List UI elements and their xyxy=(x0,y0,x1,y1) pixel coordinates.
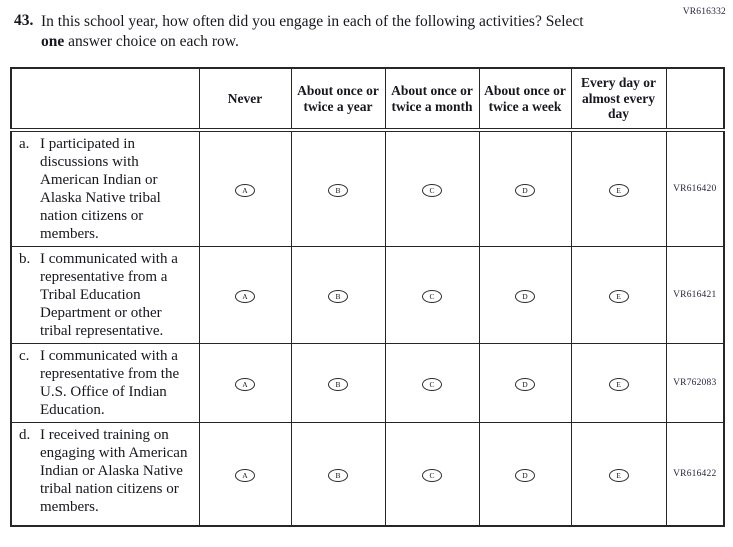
question-block: 43. In this school year, how often did y… xyxy=(14,12,704,53)
option-cell-month: C xyxy=(384,246,480,344)
header-empty-stem xyxy=(10,67,200,132)
bubble-letter: B xyxy=(335,470,341,480)
answer-bubble-b[interactable]: B xyxy=(328,184,348,198)
answer-bubble-d[interactable]: D xyxy=(515,184,535,198)
option-cell-week: D xyxy=(478,246,572,344)
answer-bubble-c[interactable]: C xyxy=(422,469,442,482)
vr-code-cell: VR762083 xyxy=(665,343,725,423)
vr-code-cell: VR616422 xyxy=(665,422,725,526)
stem-cell: d. I received training on engaging with … xyxy=(10,422,200,526)
header-empty-code xyxy=(665,67,725,132)
row-letter: b. xyxy=(19,251,31,267)
option-cell-week: D xyxy=(478,343,572,423)
activity-row-a: a. I participated in discussions with Am… xyxy=(10,129,725,247)
option-cell-never: A xyxy=(198,343,292,423)
activity-row-d: d. I received training on engaging with … xyxy=(10,422,725,526)
bubble-letter: D xyxy=(522,292,528,301)
bubble-letter: C xyxy=(429,186,435,195)
option-cell-daily: E xyxy=(570,343,667,423)
option-cell-daily: E xyxy=(570,246,667,344)
vr-code-cell: VR616421 xyxy=(665,246,725,344)
question-line2: one answer choice on each row. xyxy=(41,32,584,52)
answer-bubble-a[interactable]: A xyxy=(235,184,255,198)
bubble-letter: E xyxy=(616,292,621,301)
header-once-twice-month: About once or twice a month xyxy=(384,67,480,132)
bubble-letter: A xyxy=(242,292,248,301)
answer-bubble-c[interactable]: C xyxy=(422,290,442,304)
bubble-letter: A xyxy=(242,186,248,195)
question-line1: In this school year, how often did you e… xyxy=(41,13,584,30)
header-never: Never xyxy=(198,67,292,132)
frequency-matrix-table: Never About once or twice a year About o… xyxy=(10,67,725,527)
answer-bubble-b[interactable]: B xyxy=(328,378,348,392)
stem-cell: b. I communicated with a representative … xyxy=(10,246,200,344)
option-cell-year: B xyxy=(290,129,386,247)
option-cell-month: C xyxy=(384,129,480,247)
row-text: I participated in discussions with Ameri… xyxy=(40,136,161,242)
activity-row-b: b. I communicated with a representative … xyxy=(10,246,725,344)
bubble-letter: B xyxy=(335,380,341,389)
header-once-twice-year: About once or twice a year xyxy=(290,67,386,132)
header-every-day: Every day or almost every day xyxy=(570,67,667,132)
answer-bubble-e[interactable]: E xyxy=(608,378,629,392)
activity-row-c: c. I communicated with a representative … xyxy=(10,343,725,423)
answer-bubble-d[interactable]: D xyxy=(515,469,535,482)
bubble-letter: D xyxy=(522,380,528,389)
bubble-letter: A xyxy=(242,470,248,480)
row-text: I communicated with a representative fro… xyxy=(40,348,180,418)
answer-bubble-d[interactable]: D xyxy=(515,290,535,304)
bubble-letter: E xyxy=(616,470,621,480)
option-cell-week: D xyxy=(478,422,572,526)
bubble-letter: C xyxy=(429,380,435,389)
row-text: I communicated with a representative fro… xyxy=(40,251,178,339)
option-cell-never: A xyxy=(198,246,292,344)
bubble-letter: C xyxy=(429,470,435,480)
question-line2-rest: answer choice on each row. xyxy=(64,33,239,51)
bubble-letter: C xyxy=(429,292,435,301)
option-cell-year: B xyxy=(290,343,386,423)
bubble-letter: E xyxy=(616,380,621,389)
row-letter: d. xyxy=(19,427,31,443)
header-once-twice-week: About once or twice a week xyxy=(478,67,572,132)
answer-bubble-b[interactable]: B xyxy=(328,469,348,482)
bubble-letter: D xyxy=(522,470,528,480)
row-text: I received training on engaging with Ame… xyxy=(40,427,188,515)
answer-bubble-b[interactable]: B xyxy=(328,290,348,304)
row-letter: a. xyxy=(19,136,30,152)
bubble-letter: A xyxy=(242,380,248,389)
answer-bubble-e[interactable]: E xyxy=(608,469,629,482)
option-cell-daily: E xyxy=(570,129,667,247)
stem-cell: c. I communicated with a representative … xyxy=(10,343,200,423)
answer-bubble-c[interactable]: C xyxy=(422,184,442,198)
answer-bubble-e[interactable]: E xyxy=(608,290,629,304)
row-letter: c. xyxy=(19,348,30,364)
answer-bubble-a[interactable]: A xyxy=(235,378,255,392)
question-bold-word: one xyxy=(41,33,65,51)
bubble-letter: E xyxy=(616,186,621,195)
answer-bubble-d[interactable]: D xyxy=(515,378,535,392)
vr-code-cell: VR616420 xyxy=(665,129,725,247)
option-cell-never: A xyxy=(198,422,292,526)
bubble-letter: D xyxy=(522,186,528,195)
answer-bubble-a[interactable]: A xyxy=(235,469,255,482)
option-cell-never: A xyxy=(198,129,292,247)
stem-cell: a. I participated in discussions with Am… xyxy=(10,129,200,247)
answer-bubble-a[interactable]: A xyxy=(235,290,255,304)
answer-bubble-c[interactable]: C xyxy=(422,378,442,392)
option-cell-month: C xyxy=(384,422,480,526)
option-cell-week: D xyxy=(478,129,572,247)
option-cell-daily: E xyxy=(570,422,667,526)
bubble-letter: B xyxy=(335,186,341,195)
bubble-letter: B xyxy=(335,292,341,301)
form-code-top-right: VR616332 xyxy=(682,7,726,17)
header-row: Never About once or twice a year About o… xyxy=(10,67,725,132)
option-cell-month: C xyxy=(384,343,480,423)
option-cell-year: B xyxy=(290,246,386,344)
question-text: In this school year, how often did you e… xyxy=(41,12,584,53)
answer-bubble-e[interactable]: E xyxy=(608,184,629,198)
option-cell-year: B xyxy=(290,422,386,526)
question-number: 43. xyxy=(14,12,34,29)
